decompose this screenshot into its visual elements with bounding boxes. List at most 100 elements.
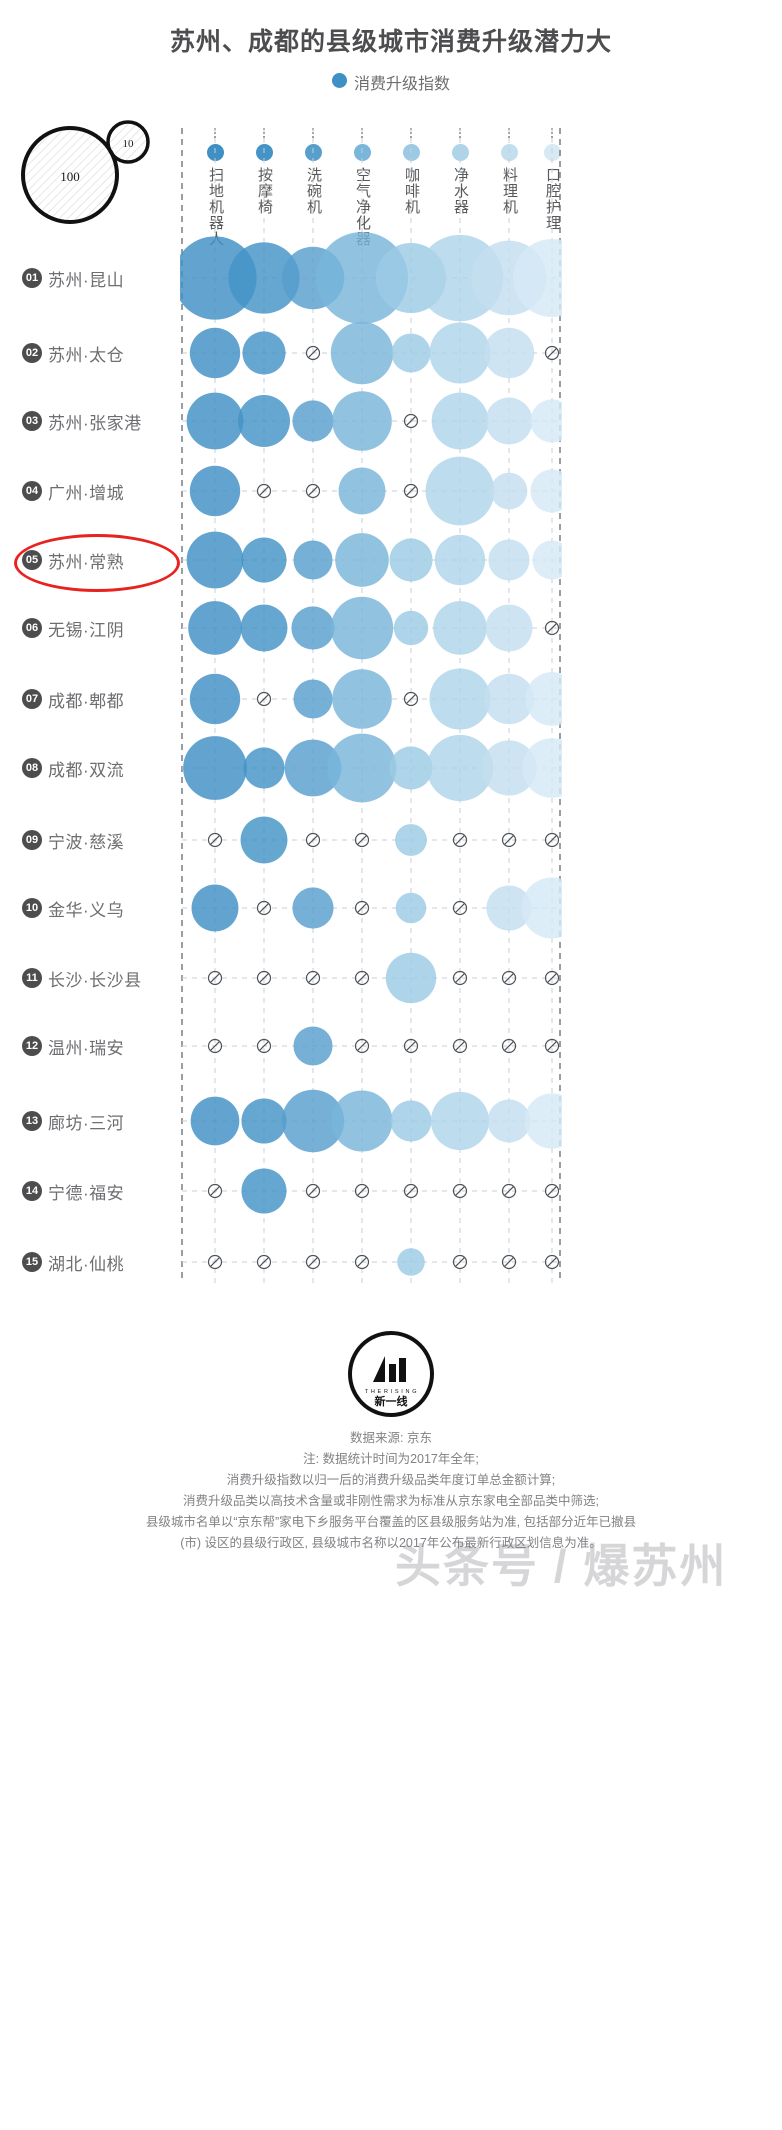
row-city-name: 苏州·常熟	[48, 552, 125, 572]
row-label-05[interactable]: 05 苏州·常熟	[22, 547, 124, 573]
bubble-r2-c6	[429, 322, 491, 384]
bubble-r4-c8	[530, 469, 562, 513]
bubble-r3-c6	[431, 392, 489, 450]
row-city-name: 广州·增城	[48, 483, 125, 503]
row-rank-badge: 06	[22, 618, 42, 638]
row-rank-badge: 02	[22, 343, 42, 363]
bubble-r13-c1	[190, 1096, 240, 1146]
bubble-r10-c5	[395, 892, 427, 924]
row-label-10[interactable]: 10 金华·义乌	[22, 895, 124, 921]
bubble-r3-c7	[485, 397, 533, 445]
no-data-marker	[452, 900, 468, 916]
bubble-r4-c6	[425, 456, 495, 526]
bubble-r3-c2	[237, 394, 291, 448]
bubble-r12-c3	[293, 1026, 333, 1066]
column-label: 扫地机器人	[207, 167, 224, 247]
no-data-marker	[256, 691, 272, 707]
row-city-name: 宁波·慈溪	[48, 832, 125, 852]
no-data-marker	[544, 1183, 560, 1199]
no-data-marker	[452, 1038, 468, 1054]
bubble-r7-c1	[189, 673, 241, 725]
no-data-marker	[403, 483, 419, 499]
row-label-01[interactable]: 01 苏州·昆山	[22, 265, 124, 291]
bubble-r13-c2	[241, 1098, 287, 1144]
bubble-r5-c8	[532, 540, 562, 580]
bubble-r5-c3	[293, 540, 333, 580]
bubble-r5-c6	[434, 534, 486, 586]
row-rank-badge: 15	[22, 1252, 42, 1272]
no-data-marker	[256, 900, 272, 916]
row-label-12[interactable]: 12 温州·瑞安	[22, 1033, 124, 1059]
row-label-03[interactable]: 03 苏州·张家港	[22, 408, 142, 434]
row-label-11[interactable]: 11 长沙·长沙县	[22, 965, 142, 991]
bubble-r10-c8	[521, 877, 562, 939]
row-label-06[interactable]: 06 无锡·江阴	[22, 615, 124, 641]
no-data-marker	[207, 1183, 223, 1199]
no-data-marker	[305, 483, 321, 499]
bubble-r3-c4	[332, 391, 392, 451]
row-label-09[interactable]: 09 宁波·慈溪	[22, 827, 124, 853]
no-data-marker	[452, 1254, 468, 1270]
bubble-r9-c5	[395, 824, 427, 856]
no-data-marker	[452, 970, 468, 986]
bubble-r3-c3	[292, 400, 334, 442]
no-data-marker	[354, 832, 370, 848]
bubble-r6-c3	[291, 606, 335, 650]
bubble-r6-c7	[485, 604, 533, 652]
bubble-r1-c8	[512, 238, 562, 318]
row-city-name: 苏州·昆山	[48, 270, 125, 290]
no-data-marker	[354, 970, 370, 986]
bubble-r5-c1	[186, 531, 244, 589]
bubble-r7-c3	[293, 679, 333, 719]
no-data-marker	[305, 1183, 321, 1199]
footer-notes: 数据来源: 京东 注: 数据统计时间为2017年全年; 消费升级指数以归一后的消…	[0, 1428, 782, 1554]
no-data-marker	[403, 691, 419, 707]
bubble-r14-c2	[241, 1168, 287, 1214]
row-labels: 01 苏州·昆山 02 苏州·太仓 03 苏州·张家港 04 广州·增城 05 苏州·常熟 06 无锡…	[0, 128, 180, 1288]
row-rank-badge: 13	[22, 1111, 42, 1131]
row-city-name: 苏州·张家港	[48, 413, 142, 433]
row-rank-badge: 08	[22, 758, 42, 778]
bubble-r8-c1	[183, 736, 247, 800]
no-data-marker	[501, 1254, 517, 1270]
no-data-marker	[501, 832, 517, 848]
no-data-marker	[544, 620, 560, 636]
row-label-07[interactable]: 07 成都·郫都	[22, 686, 124, 712]
bubble-r7-c4	[332, 669, 392, 729]
bubble-r8-c8	[522, 738, 562, 798]
bubble-r6-c4	[330, 596, 394, 660]
bubble-r6-c2	[240, 604, 288, 652]
bubble-r5-c4	[335, 533, 389, 587]
no-data-marker	[501, 1038, 517, 1054]
row-rank-badge: 04	[22, 481, 42, 501]
row-rank-badge: 10	[22, 898, 42, 918]
no-data-marker	[403, 1183, 419, 1199]
bubble-r2-c4	[330, 321, 394, 385]
bubble-r5-c2	[241, 537, 287, 583]
bubble-r8-c6	[426, 734, 494, 802]
bubble-r8-c2	[243, 747, 285, 789]
bubble-r7-c8	[525, 672, 562, 726]
row-rank-badge: 05	[22, 550, 42, 570]
logo-text: 新一线	[375, 1394, 408, 1408]
row-rank-badge: 11	[22, 968, 42, 988]
no-data-marker	[354, 1038, 370, 1054]
bubble-r1-c2	[228, 242, 300, 314]
bubble-r6-c5	[393, 610, 429, 646]
row-label-08[interactable]: 08 成都·双流	[22, 755, 124, 781]
no-data-marker	[305, 345, 321, 361]
row-city-name: 成都·双流	[48, 760, 125, 780]
row-label-15[interactable]: 15 湖北·仙桃	[22, 1249, 124, 1275]
bubble-r4-c4	[338, 467, 386, 515]
bubble-r6-c6	[433, 601, 487, 655]
row-label-04[interactable]: 04 广州·增城	[22, 478, 124, 504]
bubble-r8-c5	[389, 746, 433, 790]
bubble-r11-c5	[385, 952, 437, 1004]
no-data-marker	[544, 345, 560, 361]
no-data-marker	[256, 1254, 272, 1270]
row-label-13[interactable]: 13 廊坊·三河	[22, 1108, 124, 1134]
watermark: 头条号 / 爆苏州	[395, 1540, 728, 1592]
row-label-14[interactable]: 14 宁德·福安	[22, 1178, 124, 1204]
bubble-r5-c5	[389, 538, 433, 582]
row-label-02[interactable]: 02 苏州·太仓	[22, 340, 124, 366]
